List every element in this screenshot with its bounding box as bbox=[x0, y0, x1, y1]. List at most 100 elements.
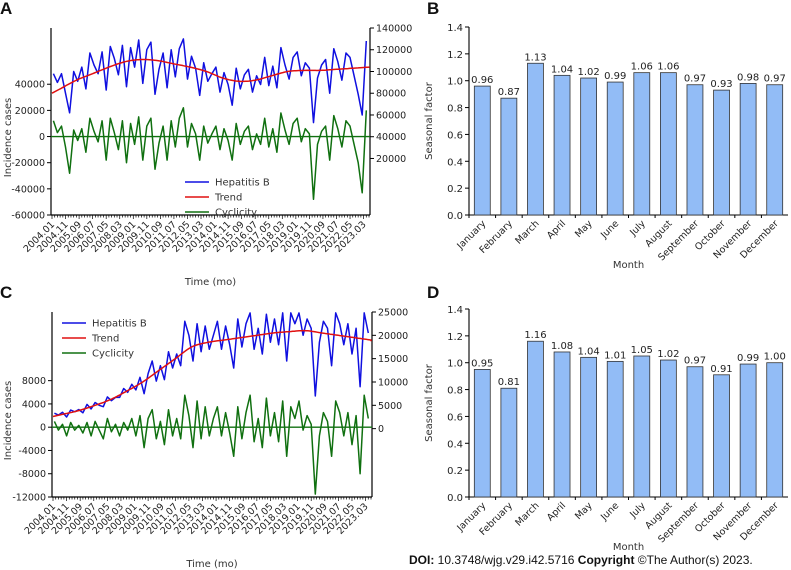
right-tick-label: 100000 bbox=[376, 67, 412, 78]
series-hepatitis-b-line bbox=[52, 38, 368, 124]
x-axis-label: Month bbox=[613, 260, 644, 271]
left-tick-label: -60000 bbox=[11, 211, 45, 222]
bar-value-label: 1.06 bbox=[631, 62, 653, 73]
y-tick-label: 0.0 bbox=[447, 493, 463, 504]
panel-a-line-chart: A 40000 20000 0 -20000 -40000 -60000 140000 1200… bbox=[0, 0, 412, 288]
doi-value: 10.3748/wjg.v29.i42.5716 bbox=[434, 553, 578, 567]
y-tick-label: 0.2 bbox=[447, 184, 463, 195]
panel-letter: D bbox=[427, 283, 439, 302]
right-tick-label: 60000 bbox=[376, 110, 406, 121]
right-tick-label: 40000 bbox=[376, 132, 406, 143]
bar-december bbox=[766, 362, 784, 498]
right-tick-label: 15000 bbox=[378, 354, 408, 365]
x-category-label: April bbox=[545, 218, 568, 241]
series-cyclicity-line bbox=[52, 107, 368, 201]
x-category-label: June bbox=[598, 500, 621, 523]
left-tick-label: 0 bbox=[39, 132, 45, 143]
y-tick-label: 1.2 bbox=[447, 332, 463, 343]
y-tick-label: 1.4 bbox=[447, 23, 463, 34]
x-category-label: May bbox=[573, 218, 595, 240]
bar-value-label: 1.16 bbox=[524, 330, 546, 341]
series-cyclicity-line bbox=[53, 394, 370, 495]
panel-letter: A bbox=[0, 0, 12, 18]
left-tick-label: 0 bbox=[40, 423, 46, 434]
y-tick-label: 0.4 bbox=[447, 157, 463, 168]
y-tick-label: 1.4 bbox=[447, 305, 463, 316]
x-category-label: July bbox=[627, 218, 648, 239]
bar-august bbox=[660, 72, 677, 216]
left-tick-label: 20000 bbox=[15, 106, 45, 117]
bar-october bbox=[713, 374, 730, 498]
legend-entry: Trend bbox=[91, 334, 119, 345]
copyright-value: ©The Author(s) 2023. bbox=[634, 553, 753, 567]
doi-label: DOI: bbox=[409, 553, 435, 567]
y-tick-label: 0.4 bbox=[447, 439, 463, 450]
bar-value-label: 1.13 bbox=[524, 52, 546, 63]
x-axis-label: Time (mo) bbox=[185, 559, 237, 570]
bar-value-label: 1.02 bbox=[577, 67, 599, 78]
bar-value-label: 0.99 bbox=[604, 71, 626, 82]
legend-entry: Hepatitis B bbox=[215, 178, 270, 189]
series-trend-line bbox=[52, 329, 372, 418]
right-tick-label: 10000 bbox=[378, 377, 408, 388]
y-axis-label: Incidence cases bbox=[3, 98, 14, 177]
legend-entry: Trend bbox=[214, 193, 242, 204]
y-axis-label: Seasonal factor bbox=[424, 363, 435, 442]
bar-april bbox=[553, 351, 571, 498]
bar-june bbox=[606, 81, 624, 216]
left-tick-label: -12000 bbox=[12, 493, 46, 504]
bar-december bbox=[766, 84, 784, 216]
bar-september bbox=[686, 84, 704, 216]
bar-october bbox=[713, 89, 730, 216]
bar-value-label: 1.05 bbox=[631, 345, 653, 356]
y-axis-label: Seasonal factor bbox=[424, 81, 435, 160]
bar-value-label: 0.97 bbox=[764, 74, 786, 85]
copyright-label: Copyright bbox=[577, 553, 635, 567]
bar-august bbox=[660, 359, 677, 498]
bar-february bbox=[500, 387, 518, 498]
series-trend-line bbox=[51, 58, 370, 94]
y-tick-label: 0.2 bbox=[447, 466, 463, 477]
panel-b-bar-chart: B0.00.20.40.60.81.01.21.40.96January0.87… bbox=[424, 0, 788, 271]
bar-value-label: 1.00 bbox=[764, 352, 786, 363]
panel-letter: C bbox=[0, 283, 12, 302]
y-axis-label: Incidence cases bbox=[3, 381, 14, 460]
bar-value-label: 1.04 bbox=[577, 346, 599, 357]
left-tick-label: -40000 bbox=[11, 184, 45, 195]
x-category-label: May bbox=[573, 500, 595, 522]
legend-entry: Cyclicity bbox=[215, 208, 257, 219]
right-tick-label: 120000 bbox=[376, 45, 412, 56]
bar-value-label: 0.99 bbox=[737, 353, 759, 364]
bar-may bbox=[580, 356, 598, 498]
bar-value-label: 1.02 bbox=[657, 349, 679, 360]
bar-value-label: 0.96 bbox=[471, 75, 493, 86]
right-tick-label: 25000 bbox=[378, 308, 408, 319]
y-tick-label: 0.8 bbox=[447, 104, 463, 115]
bar-value-label: 1.01 bbox=[604, 350, 626, 361]
bar-july bbox=[633, 72, 651, 216]
bar-value-label: 1.06 bbox=[657, 62, 679, 73]
left-tick-label: 40000 bbox=[15, 80, 45, 91]
bar-value-label: 0.87 bbox=[498, 87, 520, 98]
bar-value-label: 0.97 bbox=[684, 74, 706, 85]
y-tick-label: 1.0 bbox=[447, 77, 463, 88]
x-category-label: April bbox=[545, 500, 568, 523]
y-tick-label: 1.2 bbox=[447, 50, 463, 61]
bar-value-label: 0.98 bbox=[737, 72, 759, 83]
left-tick-label: -8000 bbox=[18, 469, 46, 480]
right-tick-label: 20000 bbox=[378, 331, 408, 342]
x-category-label: June bbox=[598, 218, 621, 241]
y-tick-label: 1.0 bbox=[447, 359, 463, 370]
x-category-label: July bbox=[627, 500, 648, 521]
bar-march bbox=[527, 340, 544, 498]
bar-july bbox=[633, 355, 651, 498]
panel-d-bar-chart: D0.00.20.40.60.81.01.21.40.95January0.81… bbox=[424, 283, 788, 553]
x-category-label: March bbox=[513, 218, 541, 246]
x-axis-label: Time (mo) bbox=[184, 277, 236, 288]
bar-march bbox=[527, 62, 544, 216]
y-tick-label: 0.8 bbox=[447, 386, 463, 397]
x-axis-label: Month bbox=[613, 542, 644, 553]
bar-value-label: 0.93 bbox=[710, 79, 732, 90]
bar-june bbox=[606, 360, 624, 498]
